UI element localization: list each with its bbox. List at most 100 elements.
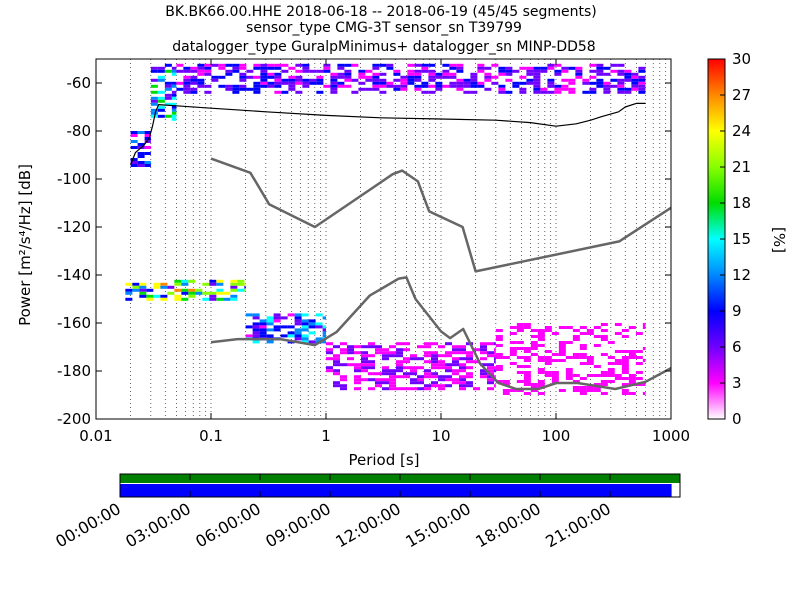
heatmap-cell: [607, 350, 615, 353]
heatmap-cell: [183, 87, 191, 91]
heatmap-cell: [164, 87, 172, 91]
heatmap-cell: [558, 344, 566, 347]
heatmap-cell: [579, 359, 587, 362]
heatmap-cell: [621, 362, 629, 365]
heatmap-cell: [558, 353, 566, 356]
heatmap-cell: [223, 297, 231, 301]
heatmap-cell: [607, 341, 615, 344]
heatmap-cell: [579, 392, 587, 395]
heatmap-cell: [565, 356, 573, 359]
heatmap-cell: [150, 78, 158, 82]
heatmap-cell: [533, 87, 541, 91]
heatmap-cell: [533, 90, 541, 94]
heatmap-cell: [565, 326, 573, 329]
heatmap-cell: [209, 279, 217, 283]
heatmap-cell: [302, 69, 310, 73]
heatmap-cell: [393, 84, 401, 88]
heatmap-cell: [502, 356, 510, 359]
heatmap-cell: [358, 81, 366, 85]
heatmap-cell: [188, 294, 196, 298]
heatmap-cell: [579, 377, 587, 380]
heatmap-cell: [519, 87, 527, 91]
heatmap-cell: [537, 335, 545, 338]
heatmap-cell: [137, 143, 145, 146]
y-tick-label: -100: [57, 170, 91, 188]
heatmap-cell: [533, 78, 541, 82]
heatmap-cell: [487, 351, 494, 355]
heatmap-cell: [368, 345, 375, 349]
heatmap-cell: [530, 347, 538, 350]
heatmap-cell: [174, 288, 182, 292]
heatmap-cell: [575, 66, 583, 70]
heatmap-cell: [614, 323, 622, 326]
heatmap-cell: [470, 84, 478, 88]
heatmap-cell: [396, 375, 403, 379]
heatmap-cell: [621, 347, 629, 350]
heatmap-cell: [183, 69, 191, 73]
heatmap-cell: [568, 66, 576, 70]
heatmap-cell: [642, 359, 646, 362]
x-tick-label: 10: [431, 427, 450, 445]
heatmap-cell: [607, 359, 615, 362]
heatmap-cell: [171, 84, 177, 88]
heatmap-cell: [498, 72, 506, 76]
heatmap-cell: [197, 66, 205, 70]
heatmap-cell: [245, 313, 253, 317]
heatmap-cell: [424, 387, 431, 391]
heatmap-cell: [260, 72, 268, 76]
heatmap-cell: [431, 354, 438, 358]
heatmap-cell: [544, 362, 552, 365]
heatmap-cell: [463, 81, 471, 85]
heatmap-cell: [333, 357, 340, 361]
heatmap-cell: [596, 63, 604, 67]
heatmap-cell: [204, 66, 212, 70]
timeline-label: 21:00:00: [542, 499, 614, 551]
heatmap-cell: [375, 372, 382, 376]
heatmap-cell: [565, 341, 573, 344]
heatmap-cell: [572, 374, 580, 377]
heatmap-cell: [417, 378, 424, 382]
heatmap-cell: [417, 387, 424, 391]
heatmap-cell: [421, 81, 429, 85]
heatmap-cell: [600, 338, 608, 341]
heatmap-cell: [130, 131, 138, 134]
heatmap-cell: [301, 334, 309, 338]
heatmap-cell: [368, 378, 375, 382]
timeline-label: 00:00:00: [52, 499, 124, 551]
heatmap-cell: [635, 356, 643, 359]
heatmap-cell: [301, 328, 309, 332]
heatmap-cell: [603, 87, 611, 91]
heatmap-cell: [337, 66, 345, 70]
heatmap-cell: [575, 75, 583, 79]
heatmap-cell: [530, 338, 538, 341]
heatmap-cell: [431, 384, 438, 388]
heatmap-cell: [547, 63, 555, 67]
heatmap-cell: [498, 84, 506, 88]
heatmap-cell: [153, 285, 161, 289]
heatmap-cell: [638, 66, 646, 70]
heatmap-cell: [445, 375, 452, 379]
heatmap-cell: [452, 378, 459, 382]
heatmap-cell: [502, 323, 510, 326]
heatmap-cell: [375, 345, 382, 349]
heatmap-cell: [232, 69, 240, 73]
heatmap-cell: [209, 297, 217, 301]
heatmap-cell: [164, 69, 172, 73]
heatmap-cell: [340, 363, 347, 367]
heatmap-cell: [354, 366, 361, 370]
heatmap-cell: [547, 84, 555, 88]
heatmap-cell: [480, 348, 487, 352]
heatmap-cell: [445, 384, 452, 388]
heatmap-cell: [267, 75, 275, 79]
heatmap-cell: [495, 335, 503, 338]
heatmap-cell: [267, 84, 275, 88]
heatmap-cell: [368, 366, 375, 370]
heatmap-cell: [494, 348, 496, 352]
heatmap-cell: [280, 316, 288, 320]
heatmap-cell: [473, 387, 480, 391]
heatmap-cell: [456, 63, 464, 67]
heatmap-cell: [572, 380, 580, 383]
heatmap-cell: [281, 78, 289, 82]
heatmap-cell: [547, 90, 555, 94]
heatmap-cell: [459, 348, 466, 352]
